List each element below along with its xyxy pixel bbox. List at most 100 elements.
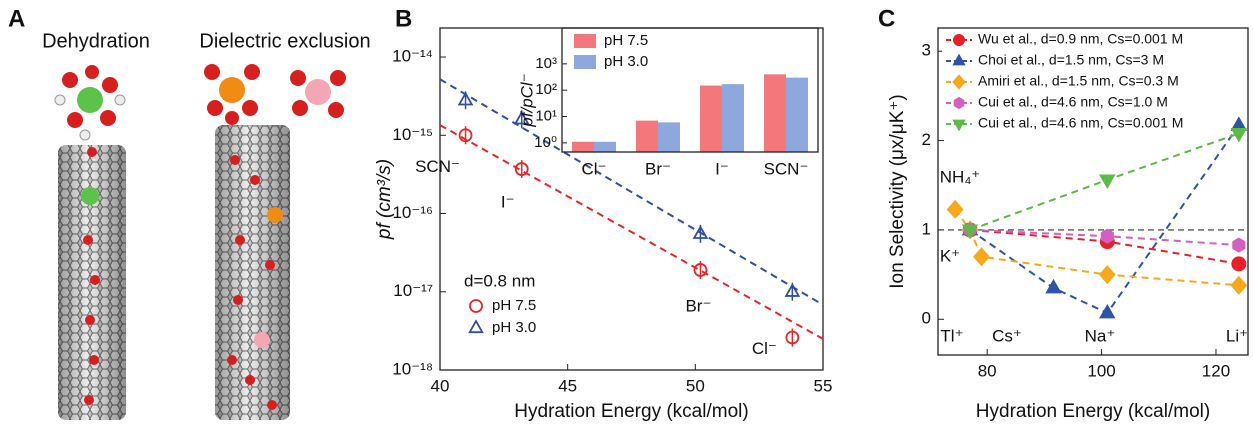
series-line bbox=[969, 124, 1240, 315]
panel-a: A Dehydration Dielectric exclusion bbox=[8, 5, 371, 420]
legend-marker bbox=[953, 96, 965, 110]
legend-label: Cui et al., d=4.6 nm, Cs=0.001 M bbox=[978, 115, 1183, 131]
ion-label: K⁺ bbox=[940, 246, 960, 265]
marker bbox=[1045, 278, 1062, 294]
panel-title: Dehydration bbox=[42, 30, 150, 52]
marker bbox=[513, 110, 530, 125]
legend-marker bbox=[952, 74, 966, 90]
marker bbox=[785, 330, 800, 345]
legend-label: pH 7.5 bbox=[492, 297, 536, 314]
x-tick-label: 100 bbox=[1087, 361, 1115, 380]
bar bbox=[572, 141, 594, 152]
plot-frame bbox=[937, 27, 1249, 356]
ion-label: NH₄⁺ bbox=[940, 167, 980, 186]
y-tick-label: 10³ bbox=[535, 55, 557, 72]
ion-label: Na⁺ bbox=[1085, 326, 1116, 345]
ion-label: Tl⁺ bbox=[940, 326, 963, 345]
marker bbox=[692, 225, 709, 239]
legend-title: d=0.8 nm bbox=[464, 271, 535, 290]
point-label: Cl⁻ bbox=[752, 339, 777, 358]
x-tick-label: 55 bbox=[814, 376, 833, 395]
marker bbox=[1230, 275, 1248, 295]
x-tick-label: Br⁻ bbox=[645, 159, 671, 178]
legend-label: Cui et al., d=4.6 nm, Cs=1.0 M bbox=[978, 94, 1168, 110]
y-tick-label: 10⁻¹⁷ bbox=[393, 281, 433, 300]
point-label: Br⁻ bbox=[685, 296, 711, 315]
legend-marker bbox=[953, 34, 965, 46]
legend-label: Wu et al., d=0.9 nm, Cs=0.001 M bbox=[978, 31, 1183, 47]
x-tick-label: SCN⁻ bbox=[764, 159, 809, 178]
y-tick-label: 2 bbox=[922, 130, 931, 149]
y-tick-label: 10⁰ bbox=[534, 134, 557, 151]
panel-label: C bbox=[878, 5, 895, 32]
x-tick-label: 80 bbox=[978, 361, 997, 380]
legend-box bbox=[942, 30, 1168, 138]
marker bbox=[1099, 174, 1116, 189]
panel-label: B bbox=[395, 5, 412, 32]
legend-marker bbox=[468, 319, 484, 334]
y-tick-label: 3 bbox=[922, 41, 931, 60]
y-tick-label: 10⁻¹⁸ bbox=[392, 359, 433, 378]
bar bbox=[764, 74, 786, 152]
x-tick-label: 50 bbox=[686, 376, 705, 395]
y-axis-label: pf (cm³/s) bbox=[374, 159, 395, 240]
bar bbox=[700, 85, 722, 152]
nanotube bbox=[215, 125, 290, 420]
marker bbox=[1232, 237, 1246, 253]
marker bbox=[961, 224, 979, 239]
marker bbox=[784, 283, 801, 297]
bar bbox=[722, 84, 744, 152]
legend-marker bbox=[469, 299, 483, 313]
ion-label: Li⁺ bbox=[1226, 326, 1248, 345]
fit-line bbox=[439, 78, 824, 306]
bar bbox=[594, 141, 616, 152]
fit-line bbox=[439, 124, 824, 340]
marker bbox=[457, 91, 474, 106]
panel-label: A bbox=[8, 5, 25, 32]
legend-label: Amiri et al., d=1.5 nm, Cs=0.3 M bbox=[978, 73, 1179, 89]
y-axis-label: pf/pCl⁻ bbox=[517, 73, 536, 127]
marker bbox=[514, 162, 529, 176]
nanotube bbox=[58, 145, 126, 420]
legend-label: Choi et al., d=1.5 nm, Cs=3 M bbox=[978, 52, 1164, 68]
x-tick-label: I⁻ bbox=[715, 159, 729, 178]
x-tick-label: 120 bbox=[1202, 361, 1230, 380]
bar bbox=[786, 77, 808, 152]
marker bbox=[693, 263, 708, 277]
point-label: I⁻ bbox=[501, 193, 515, 212]
bar bbox=[636, 120, 658, 152]
y-axis-label: Ion Selectivity (μx/μK⁺) bbox=[887, 94, 908, 289]
marker bbox=[973, 247, 990, 267]
legend-swatch bbox=[574, 34, 596, 48]
marker bbox=[1100, 228, 1114, 244]
y-tick-label: 1 bbox=[922, 219, 931, 238]
panel-title: Dielectric exclusion bbox=[199, 30, 370, 52]
legend-label: pH 7.5 bbox=[604, 32, 648, 49]
y-tick-label: 10⁻¹⁶ bbox=[392, 203, 433, 222]
marker bbox=[1099, 303, 1116, 319]
y-tick-label: 0 bbox=[922, 309, 931, 328]
x-tick-label: Cl⁻ bbox=[581, 159, 606, 178]
marker bbox=[1098, 265, 1116, 285]
marker bbox=[1230, 128, 1248, 143]
x-axis-label: Hydration Energy (kcal/mol) bbox=[514, 401, 748, 422]
legend-marker bbox=[952, 119, 966, 132]
y-tick-label: 10¹ bbox=[535, 108, 557, 125]
bar bbox=[658, 122, 680, 152]
legend-marker bbox=[952, 53, 966, 66]
legend-swatch bbox=[574, 55, 596, 69]
inset-frame bbox=[561, 27, 819, 153]
legend-label: pH 3.0 bbox=[604, 53, 648, 70]
marker bbox=[458, 128, 473, 143]
y-tick-label: 10⁻¹⁵ bbox=[392, 125, 433, 144]
ion-label: Cs⁺ bbox=[992, 326, 1022, 345]
y-tick-label: 10² bbox=[535, 81, 557, 98]
marker bbox=[1231, 256, 1247, 272]
x-axis-label: Hydration Energy (kcal/mol) bbox=[976, 401, 1210, 422]
legend-label: pH 3.0 bbox=[492, 319, 536, 336]
point-label: SCN⁻ bbox=[415, 157, 460, 176]
x-tick-label: 45 bbox=[558, 376, 577, 395]
y-tick-label: 10⁻¹⁴ bbox=[392, 47, 433, 66]
hydrated-ion bbox=[54, 65, 126, 141]
